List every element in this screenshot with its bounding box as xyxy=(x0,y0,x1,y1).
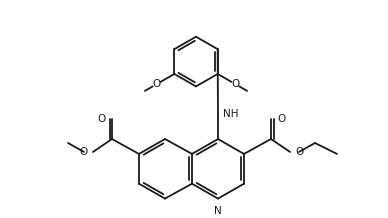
Text: O: O xyxy=(295,147,303,157)
Text: O: O xyxy=(277,114,285,124)
Text: O: O xyxy=(98,114,106,124)
Text: O: O xyxy=(80,147,88,157)
Text: NH: NH xyxy=(223,109,239,119)
Text: O: O xyxy=(232,79,240,89)
Text: N: N xyxy=(214,206,222,216)
Text: O: O xyxy=(152,79,160,89)
